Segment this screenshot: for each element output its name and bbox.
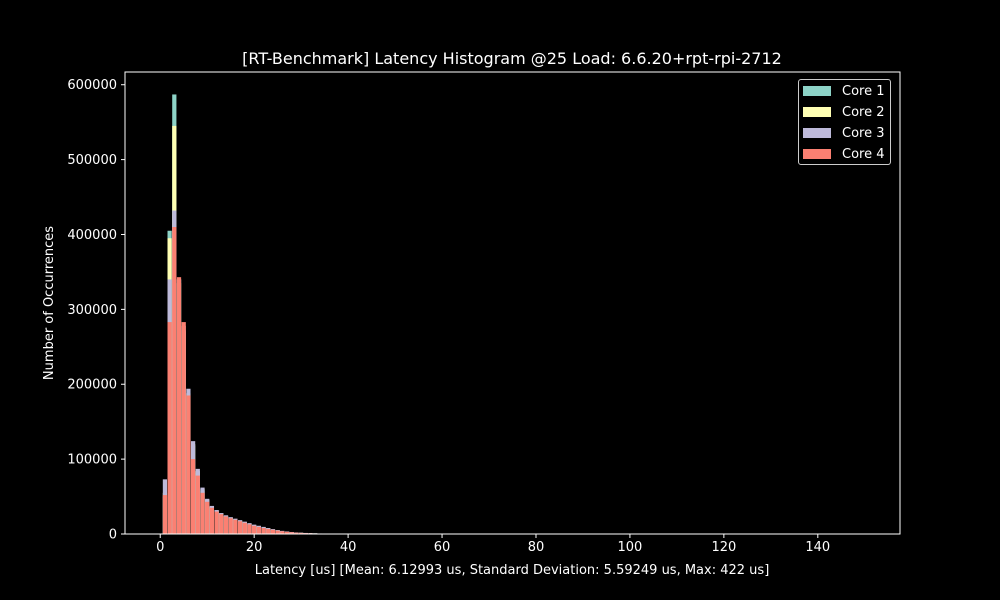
chart-title: [RT-Benchmark] Latency Histogram @25 Loa… (242, 49, 782, 68)
y-tick-label: 400000 (67, 228, 117, 243)
legend-item-core-1: Core 1 (803, 82, 885, 100)
x-tick-label: 120 (711, 540, 736, 555)
bar-core-4-x30 (299, 532, 304, 534)
bar-core-4-x16 (233, 519, 238, 534)
x-tick-label: 80 (528, 540, 545, 555)
legend-label-core-3: Core 3 (842, 125, 885, 141)
bar-core-4-x23 (266, 528, 271, 534)
legend-swatch-core-1 (803, 86, 831, 96)
bar-core-4-x6 (186, 395, 191, 534)
bar-core-4-x27 (284, 531, 290, 534)
legend-label-core-2: Core 2 (842, 104, 885, 120)
x-axis-label: Latency [us] [Mean: 6.12993 us, Standard… (255, 563, 770, 578)
bar-core-4-x26 (280, 531, 285, 534)
y-tick-label: 500000 (67, 153, 117, 168)
x-tick-label: 40 (340, 540, 357, 555)
bar-core-4-x12 (214, 511, 219, 534)
legend-item-core-2: Core 2 (803, 103, 885, 121)
y-axis-label: Number of Occurrences (42, 226, 57, 380)
bar-core-4-x20 (252, 525, 257, 534)
bar-core-4-x24 (270, 529, 276, 534)
legend-item-core-3: Core 3 (803, 124, 885, 142)
legend-swatch-core-3 (803, 128, 831, 138)
legend-label-core-4: Core 4 (842, 146, 885, 162)
plot-frame (124, 71, 901, 535)
bar-core-4-x8 (195, 475, 200, 534)
bars-group (162, 94, 332, 535)
bar-core-4-x25 (275, 530, 280, 534)
y-tick-label: 200000 (67, 378, 117, 393)
plot-background (125, 72, 900, 534)
bar-core-4-x13 (219, 514, 224, 534)
bar-core-4-x4 (176, 277, 182, 534)
legend-label-core-1: Core 1 (842, 83, 885, 99)
x-tick-label: 100 (618, 540, 643, 555)
bar-core-4-x2 (167, 322, 172, 534)
bar-core-4-x7 (190, 459, 196, 534)
bar-core-4-x29 (294, 532, 299, 534)
bar-core-4-x5 (181, 322, 186, 534)
bar-core-4-x3 (172, 227, 177, 534)
x-tick-label: 0 (156, 540, 164, 555)
bar-core-4-x11 (209, 507, 215, 534)
axes-group: 0 20 40 60 80 100 120 140 0 100000 200000 300000 400… (67, 78, 830, 555)
x-tick-label: 20 (246, 540, 263, 555)
bar-core-4-x14 (223, 516, 229, 534)
bar-core-4-x15 (228, 518, 233, 534)
bar-core-4-x17 (237, 521, 243, 534)
bar-core-4-x22 (261, 528, 266, 534)
bar-core-4-x18 (242, 522, 247, 534)
legend: Core 1 Core 2 Core 3 Core 4 (798, 79, 891, 165)
bar-core-4-x19 (247, 524, 252, 534)
y-tick-label: 600000 (67, 78, 117, 93)
y-tick-label: 300000 (67, 303, 117, 318)
legend-swatch-core-2 (803, 107, 831, 117)
bar-core-4-x28 (289, 532, 294, 534)
y-tick-label: 100000 (67, 453, 117, 468)
bar-core-4-x9 (200, 492, 205, 534)
x-tick-label: 60 (434, 540, 451, 555)
legend-swatch-core-4 (803, 149, 831, 159)
x-tick-label: 140 (805, 540, 830, 555)
y-tick-label: 0 (109, 528, 117, 543)
bar-core-4-x10 (205, 501, 210, 534)
bar-core-4-x21 (256, 526, 261, 534)
bar-core-4-x1 (162, 495, 168, 534)
legend-item-core-4: Core 4 (803, 145, 885, 163)
